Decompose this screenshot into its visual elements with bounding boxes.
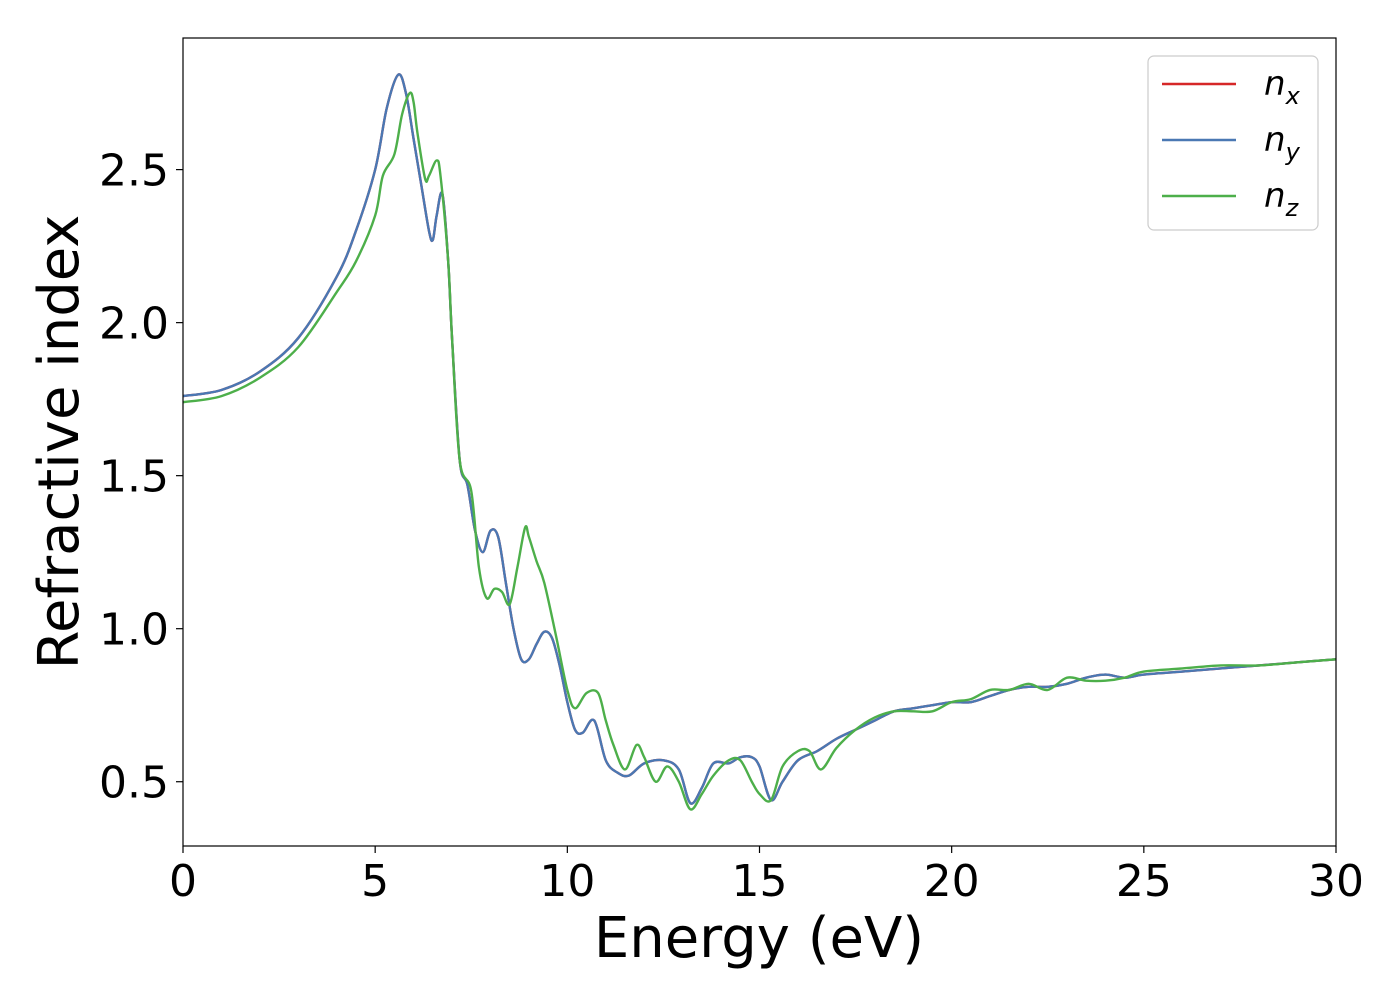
x-tick-label: 0 bbox=[169, 856, 197, 907]
y-tick-label: 2.5 bbox=[99, 146, 169, 197]
y-tick-label: 0.5 bbox=[99, 758, 169, 809]
y-tick-label: 1.0 bbox=[99, 605, 169, 656]
legend-label-z: nz bbox=[1264, 176, 1300, 222]
x-tick-label: 5 bbox=[361, 856, 389, 907]
legend-label-x: nx bbox=[1264, 64, 1301, 110]
x-tick-label: 30 bbox=[1308, 856, 1364, 907]
series-line-z bbox=[183, 91, 1336, 811]
y-axis-ticks: 0.5 1.0 1.5 2.0 2.5 bbox=[99, 146, 183, 809]
y-axis-label: Refractive index bbox=[27, 215, 92, 670]
y-tick-label: 1.5 bbox=[99, 452, 169, 503]
x-tick-label: 10 bbox=[539, 856, 595, 907]
x-tick-label: 20 bbox=[924, 856, 980, 907]
series-layer bbox=[183, 73, 1336, 811]
x-axis-label: Energy (eV) bbox=[594, 906, 924, 971]
x-tick-label: 25 bbox=[1116, 856, 1172, 907]
x-axis-ticks: 0 5 10 15 20 25 30 bbox=[169, 846, 1364, 907]
y-tick-label: 2.0 bbox=[99, 299, 169, 350]
legend: nx ny nz bbox=[1147, 55, 1319, 231]
legend-box bbox=[1147, 55, 1319, 231]
x-tick-label: 15 bbox=[732, 856, 788, 907]
legend-label-y: ny bbox=[1264, 120, 1301, 166]
series-line-y bbox=[183, 73, 1336, 805]
